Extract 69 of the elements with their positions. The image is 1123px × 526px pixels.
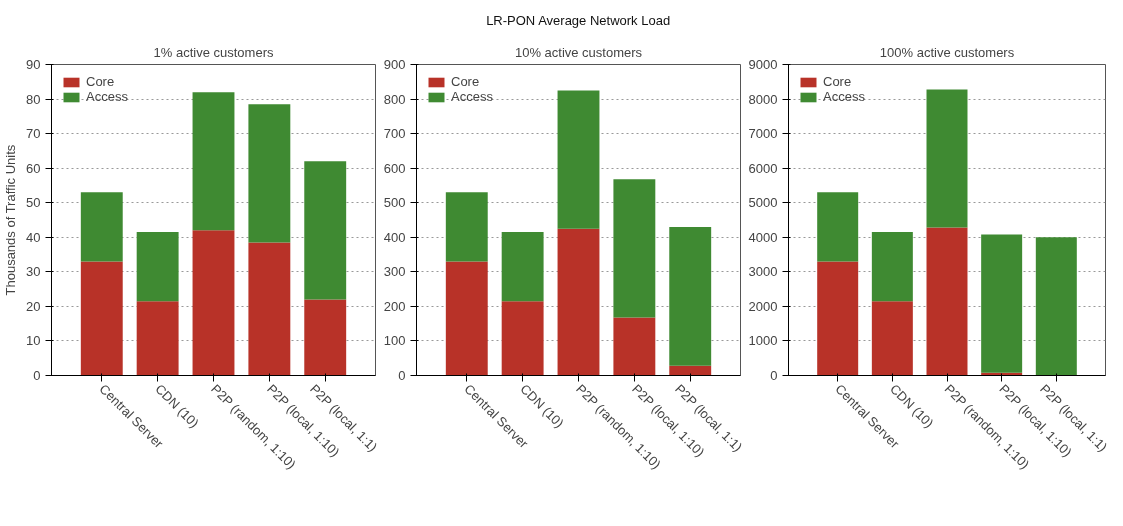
- bar: [248, 104, 291, 243]
- bar: [613, 317, 656, 376]
- y-tick-label: 700: [383, 126, 406, 142]
- bar: [871, 301, 913, 376]
- bar: [80, 261, 123, 376]
- y-tick-label: 40: [26, 229, 41, 245]
- y-tick-label: 200: [383, 298, 406, 314]
- y-tick-label: 600: [383, 160, 406, 176]
- bar: [926, 227, 968, 376]
- y-tick-label: 4000: [748, 229, 778, 245]
- y-tick-label: 500: [383, 195, 406, 211]
- y-tick-label: 0: [33, 368, 41, 383]
- y-tick-label: 100: [383, 333, 406, 349]
- y-tick-label: 0: [770, 368, 778, 383]
- chart-subtitle: 100% active customers: [879, 44, 1015, 60]
- y-tick-label: 900: [383, 57, 406, 72]
- chart-subtitle: 10% active customers: [514, 44, 643, 60]
- y-tick-label: 0: [398, 368, 406, 383]
- bar: [557, 228, 600, 376]
- legend-label: Access: [451, 89, 493, 104]
- chart-title: LR-PON Average Network Load: [486, 12, 671, 28]
- bar: [1035, 237, 1077, 376]
- y-tick-label: 90: [26, 57, 41, 72]
- y-tick-label: 1000: [748, 333, 778, 349]
- bar: [136, 232, 179, 302]
- y-tick-label: 6000: [748, 160, 778, 176]
- bar: [613, 179, 656, 318]
- y-tick-label: 8000: [748, 91, 778, 107]
- bar: [557, 90, 600, 229]
- y-tick-label: 9000: [748, 57, 778, 72]
- bar: [445, 261, 488, 376]
- bar: [304, 299, 347, 376]
- y-tick-label: 7000: [748, 126, 778, 142]
- bar: [80, 192, 123, 262]
- legend-label: Access: [86, 89, 128, 104]
- y-tick-label: 60: [26, 160, 41, 176]
- y-tick-label: 10: [26, 333, 41, 349]
- bar: [926, 89, 968, 228]
- bar: [136, 301, 179, 376]
- bar: [871, 232, 913, 302]
- bar: [192, 92, 235, 231]
- y-tick-label: 400: [383, 229, 406, 245]
- y-tick-label: 300: [383, 264, 406, 280]
- y-tick-label: 20: [26, 298, 41, 314]
- bar: [981, 234, 1023, 373]
- bar: [501, 301, 544, 376]
- y-axis-title: Thousands of Traffic Units: [3, 144, 19, 296]
- y-tick-label: 2000: [748, 298, 778, 314]
- y-tick-label: 50: [26, 195, 41, 211]
- bar: [248, 242, 291, 376]
- y-tick-label: 800: [383, 91, 406, 107]
- bar: [304, 161, 347, 300]
- bar: [501, 232, 544, 302]
- legend-label: Core: [823, 74, 852, 89]
- chart-subtitle: 1% active customers: [153, 44, 274, 60]
- bar: [669, 226, 712, 366]
- legend-label: Core: [451, 74, 480, 89]
- bar: [817, 261, 859, 376]
- bar: [817, 192, 859, 262]
- y-tick-label: 80: [26, 91, 41, 107]
- legend-label: Access: [823, 89, 865, 104]
- bar: [192, 230, 235, 376]
- bar: [669, 365, 712, 376]
- y-tick-label: 3000: [748, 264, 778, 280]
- bar: [445, 192, 488, 262]
- y-tick-label: 70: [26, 126, 41, 142]
- y-tick-label: 30: [26, 264, 41, 280]
- legend-label: Core: [86, 74, 115, 89]
- y-tick-label: 5000: [748, 195, 778, 211]
